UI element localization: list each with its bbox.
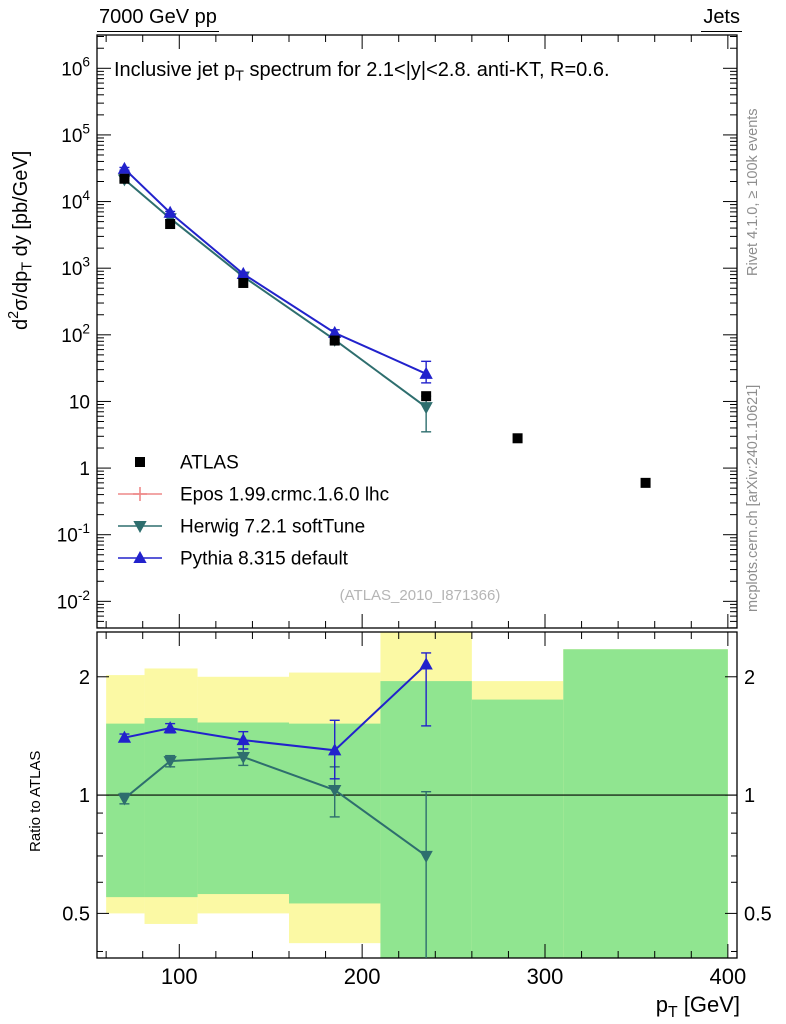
ratio-series [117, 652, 433, 958]
plot-title: Inclusive jet pT spectrum for 2.1<|y|<2.… [114, 59, 610, 84]
y-tick-label: 105 [61, 121, 90, 147]
analysis-id-watermark: (ATLAS_2010_I871366) [340, 587, 501, 604]
series-herwig [117, 174, 433, 433]
legend-label: Epos 1.99.crmc.1.6.0 lhc [180, 485, 389, 506]
x-tick-label: 200 [344, 964, 381, 989]
series-atlas [119, 173, 651, 488]
y-tick-label: 106 [61, 55, 90, 81]
y-tick-label: 10 [69, 392, 90, 413]
y-tick-label: 10-1 [57, 521, 90, 547]
main-series [117, 161, 651, 488]
ratio-tick-label-left: 0.5 [62, 903, 90, 925]
legend-item-herwig: Herwig 7.2.1 softTune [118, 517, 365, 538]
mcplots-arxiv-note: mcplots.cern.ch [arXiv:2401.10621] [745, 385, 761, 612]
ratio-series-pythia [117, 652, 433, 780]
y-tick-label: 103 [61, 255, 90, 281]
ratio-tick-label-right: 0.5 [744, 903, 772, 925]
legend-item-atlas: ATLAS [135, 453, 239, 474]
main-y-axis-title: d2σ/dpT dy [pb/GeV] [6, 151, 35, 330]
y-tick-label: 1 [79, 459, 90, 480]
ratio-tick-label-left: 1 [79, 785, 90, 807]
ratio-series-herwig [117, 748, 433, 958]
y-tick-label: 104 [61, 188, 90, 214]
ratio-y-axis-title: Ratio to ATLAS [27, 751, 44, 852]
ratio-tick-label-right: 1 [744, 785, 755, 807]
plot-header: 7000 GeV pp Jets [0, 4, 786, 34]
series-pythia [117, 161, 433, 384]
rivet-version-note: Rivet 4.1.0, ≥ 100k events [745, 108, 761, 276]
axis-ticks [97, 35, 737, 958]
ratio-tick-label-left: 2 [79, 667, 90, 689]
annotations: d2σ/dpT dy [pb/GeV] Ratio to ATLAS pT [GeV… [6, 59, 761, 1021]
x-axis-title: pT [GeV] [656, 992, 740, 1021]
beam-energy-label: 7000 GeV pp [97, 6, 219, 32]
legend-label: Herwig 7.2.1 softTune [180, 517, 365, 538]
legend-label: ATLAS [180, 453, 239, 474]
tick-labels: 10-2 10-1 1 10 102 103 104 105 106 0.5 0.5 1 1 2 2 100 2… [57, 55, 772, 989]
analysis-group-label: Jets [701, 6, 742, 32]
ratio-tick-label-right: 2 [744, 667, 755, 689]
x-tick-label: 400 [709, 964, 746, 989]
x-tick-label: 100 [161, 964, 198, 989]
legend: ATLAS Epos 1.99.crmc.1.6.0 lhc Herwig 7.2.… [118, 453, 389, 570]
y-tick-label: 10-2 [57, 588, 90, 614]
x-tick-label: 300 [527, 964, 564, 989]
legend-label: Pythia 8.315 default [180, 549, 349, 570]
legend-item-epos: Epos 1.99.crmc.1.6.0 lhc [118, 485, 389, 506]
legend-item-pythia: Pythia 8.315 default [118, 549, 349, 570]
y-tick-label: 102 [61, 321, 90, 347]
